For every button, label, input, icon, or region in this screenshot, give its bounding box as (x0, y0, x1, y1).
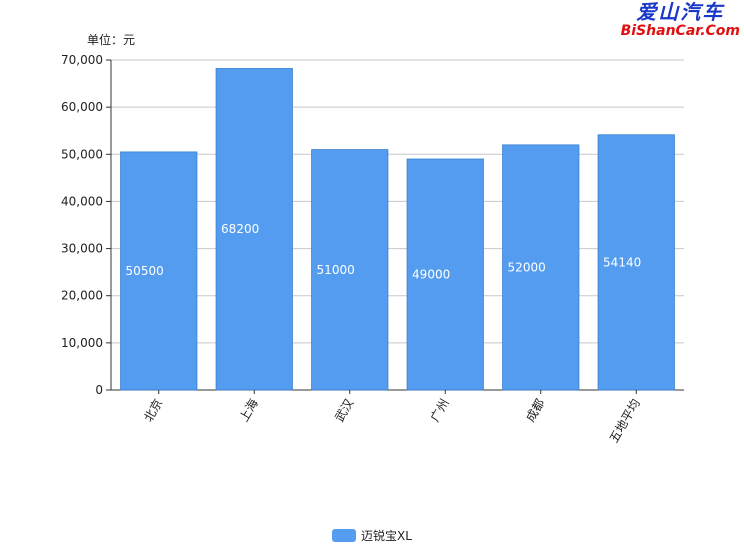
y-tick-label: 0 (95, 383, 103, 397)
bar (502, 144, 580, 391)
x-tick-label: 武汉 (332, 397, 356, 425)
watermark-en: BiShanCar.Com (620, 23, 740, 39)
x-tick-label: 上海 (236, 396, 261, 424)
legend-label: 迈锐宝XL (361, 529, 412, 543)
y-tick-label: 70,000 (61, 53, 103, 67)
x-tick-label: 广州 (428, 397, 452, 425)
y-tick-label: 50,000 (61, 147, 103, 161)
y-tick-label: 60,000 (61, 100, 103, 114)
data-label: 52000 (508, 260, 546, 274)
x-tick-label: 成都 (523, 397, 547, 425)
bar (597, 134, 675, 391)
y-tick-label: 20,000 (61, 289, 103, 303)
watermark: 爱山汽车 BiShanCar.Com (621, 2, 740, 38)
bar (406, 158, 484, 391)
data-label: 51000 (317, 263, 355, 277)
legend[interactable]: 迈锐宝XL (332, 527, 412, 544)
x-tick-label: 北京 (141, 397, 165, 425)
watermark-cn: 爱山汽车 (636, 0, 725, 24)
data-label: 50500 (126, 264, 164, 278)
y-tick-label: 30,000 (61, 242, 103, 256)
bar (311, 149, 389, 391)
unit-label: 单位：元 (87, 33, 136, 47)
bar (215, 68, 293, 391)
data-label: 68200 (221, 222, 259, 236)
legend-swatch (332, 529, 356, 542)
x-tick-label: 五地平均 (607, 397, 643, 446)
y-tick-label: 10,000 (61, 336, 103, 350)
data-label: 49000 (412, 268, 450, 282)
data-label: 54140 (603, 255, 641, 269)
y-tick-label: 40,000 (61, 194, 103, 208)
